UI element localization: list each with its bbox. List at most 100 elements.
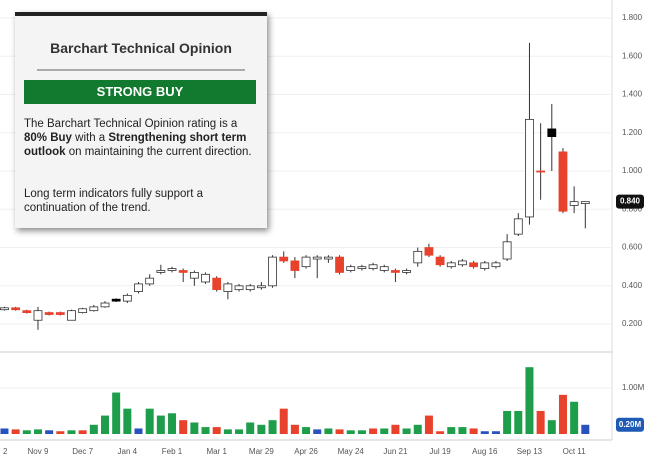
volume-bar: [179, 420, 188, 434]
volume-bar: [346, 430, 355, 434]
volume-bar: [168, 413, 177, 434]
candle-body: [134, 283, 143, 292]
bold-text: 80% Buy: [24, 132, 72, 144]
volume-bar: [290, 424, 299, 434]
value-badge-label: 0.20M: [619, 420, 642, 429]
y-tick-label: 1.400: [622, 90, 643, 99]
panel-title: Barchart Technical Opinion: [50, 40, 232, 56]
x-tick-label: 2: [3, 447, 8, 456]
y-tick-label: 1.800: [622, 13, 643, 22]
x-tick-label: Aug 16: [472, 447, 498, 456]
candle-body: [279, 256, 289, 262]
x-tick-label: Jul 19: [429, 447, 451, 456]
candle-body: [402, 270, 411, 273]
volume-bar: [324, 428, 333, 434]
candle-body: [335, 256, 344, 273]
x-tick-label: Apr 26: [294, 447, 318, 456]
y-tick-label: 1.000: [622, 166, 643, 175]
text: on maintaining the current direction.: [65, 146, 252, 158]
candle-body: [323, 256, 333, 260]
x-tick-label: Dec 7: [72, 447, 93, 456]
candle-body: [223, 283, 233, 292]
volume-bar: [380, 428, 389, 434]
candle-body: [491, 262, 501, 268]
bold-text: Strengthening short term outlook: [24, 132, 247, 158]
candle-body: [156, 270, 166, 273]
candle-body: [536, 170, 546, 173]
x-tick-label: May 24: [338, 447, 365, 456]
volume-bar: [536, 410, 545, 434]
volume-bar: [413, 424, 422, 434]
volume-bar: [447, 427, 456, 434]
candle-body: [111, 298, 121, 302]
candle-body: [357, 266, 367, 269]
volume-bar: [268, 420, 277, 434]
candle-body: [346, 266, 356, 271]
volume-bar: [257, 424, 266, 434]
candle-body: [167, 268, 177, 271]
volume-bar: [491, 431, 500, 434]
volume-bar: [335, 429, 344, 434]
panel-rule: [37, 69, 245, 71]
candle-body: [446, 262, 456, 268]
candle-body: [312, 256, 322, 260]
candle-body: [424, 247, 434, 256]
volume-bar: [56, 431, 65, 434]
candle-body: [55, 312, 65, 315]
y-tick-label: 0.200: [622, 319, 643, 328]
volume-bar: [279, 408, 288, 434]
candle-body: [122, 294, 132, 302]
candle-body: [513, 218, 523, 235]
volume-bar: [313, 429, 322, 434]
volume-bar: [302, 427, 311, 434]
volume-bar: [235, 429, 244, 434]
x-tick-label: Oct 11: [563, 447, 587, 456]
volume-bar: [558, 394, 567, 434]
candle-body: [569, 201, 579, 206]
value-badge-label: 0.840: [620, 197, 641, 206]
candle-body: [391, 270, 400, 273]
value-badge: [616, 194, 644, 209]
opinion-text: Long term indicators fully support a con…: [24, 188, 203, 214]
candle-body: [290, 260, 300, 271]
candle-body: [22, 310, 32, 313]
volume-bar: [190, 422, 199, 434]
volume-bar: [123, 408, 132, 434]
x-tick-label: Nov 9: [28, 447, 49, 456]
x-tick-label: Sep 13: [517, 447, 543, 456]
volume-bar: [469, 428, 478, 434]
y-tick-label: 0.800: [622, 204, 643, 213]
x-tick-label: Feb 1: [162, 447, 183, 456]
candle-body: [502, 241, 512, 260]
y-tick-label: 1.600: [622, 51, 643, 60]
candle-body: [0, 307, 9, 311]
candle-body: [245, 285, 255, 291]
opinion-text: The Barchart Technical Opinion rating is…: [24, 117, 256, 159]
candle-body: [580, 201, 590, 204]
value-badge: [616, 417, 644, 432]
volume-bar: [33, 429, 42, 434]
candle-body: [368, 264, 378, 269]
volume-bar: [145, 408, 154, 434]
volume-bar: [45, 430, 54, 434]
volume-bar: [156, 415, 165, 434]
volume-bar: [357, 430, 366, 434]
volume-bar: [581, 424, 590, 434]
volume-bar: [201, 427, 210, 434]
volume-bar: [458, 427, 467, 434]
text: with a: [71, 132, 109, 144]
volume-bar: [212, 427, 221, 434]
y-tick-label: 1.200: [622, 128, 643, 137]
candle-body: [145, 277, 155, 285]
candle-body: [379, 266, 389, 271]
candle-body: [558, 151, 568, 212]
volume-bar: [223, 429, 232, 434]
candle-body: [413, 250, 423, 264]
volume-bar: [391, 424, 400, 434]
candle-body: [33, 310, 43, 321]
volume-bar: [101, 415, 109, 434]
volume-bar: [78, 430, 87, 434]
candle-body: [67, 310, 76, 321]
x-tick-label: Jan 4: [118, 447, 138, 456]
